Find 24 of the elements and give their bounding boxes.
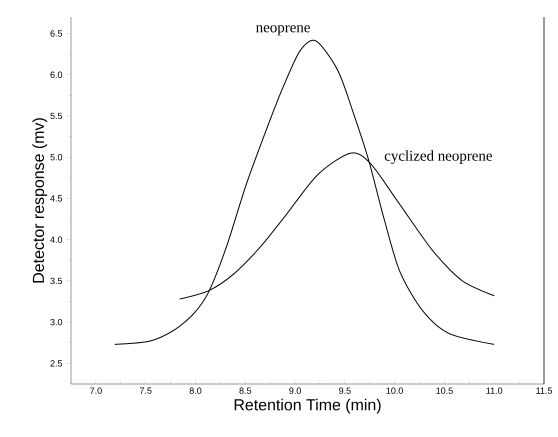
x-tick-label: 9.0 — [289, 388, 301, 394]
y-axis-title: Detector response (mv) — [32, 118, 48, 282]
y-tick-label: 4.5 — [50, 195, 62, 202]
x-tick-label: 10.0 — [386, 388, 404, 394]
y-tick-label: 6.5 — [50, 30, 62, 37]
x-tick-label: 11.5 — [536, 388, 552, 394]
x-axis-title: Retention Time (min) — [234, 398, 381, 414]
y-tick-label: 2.5 — [50, 360, 62, 367]
y-tick-label: 6.0 — [50, 72, 62, 78]
x-tick-label: 11.0 — [486, 388, 502, 394]
x-tick-label: 9.5 — [339, 388, 351, 394]
y-tick-label: 3.5 — [50, 278, 62, 284]
y-tick-label: 4.0 — [50, 236, 62, 243]
y-tick-label: 3.0 — [50, 318, 62, 326]
x-tick-label: 8.0 — [190, 388, 202, 394]
x-tick-label: 10.5 — [436, 388, 453, 394]
x-tick-label: 7.0 — [90, 388, 102, 394]
x-tick-label: 8.5 — [239, 388, 252, 394]
series-label: neoprene — [256, 25, 310, 36]
y-tick-label: 5.0 — [50, 154, 62, 160]
y-tick-label: 5.5 — [50, 112, 62, 120]
x-tick-label: 7.5 — [140, 388, 152, 394]
series-label: cyclized neoprene — [384, 150, 492, 164]
line-series — [114, 40, 495, 345]
